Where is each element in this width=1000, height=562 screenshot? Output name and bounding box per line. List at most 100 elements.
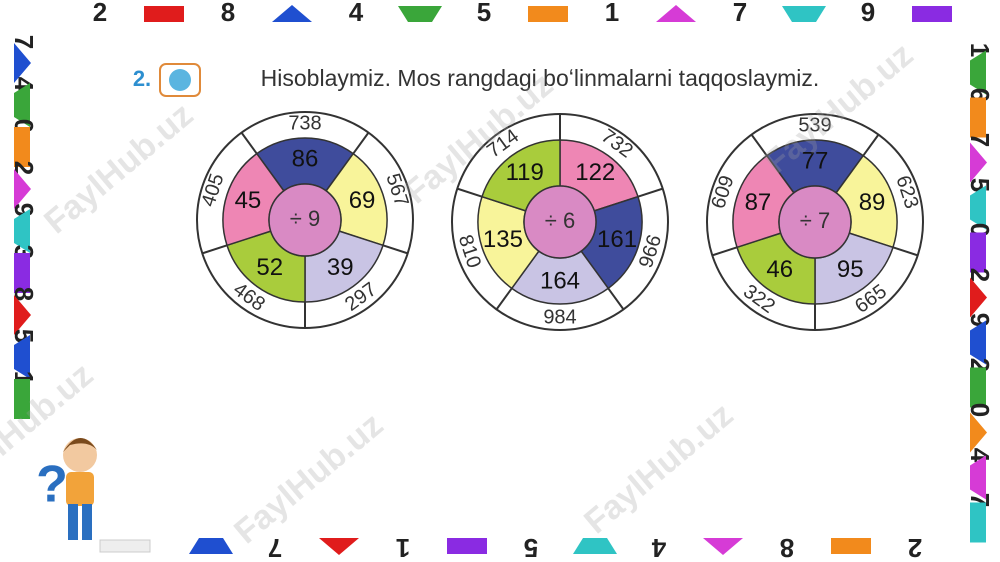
border-digit: 0 — [965, 403, 995, 417]
wheel-divider — [711, 246, 738, 257]
inner-number: 46 — [766, 256, 793, 283]
border-shape — [970, 320, 986, 365]
wheel-center — [778, 185, 852, 259]
border-shape — [970, 185, 986, 230]
border-shape — [14, 379, 30, 419]
divisor: ÷ 6 — [545, 208, 575, 233]
inner-number: 69 — [349, 187, 376, 214]
border-shape — [782, 6, 826, 22]
border-digit: 5 — [524, 533, 538, 562]
border-digit: 9 — [861, 0, 875, 27]
border-digit: 7 — [733, 0, 747, 27]
border-digit: 8 — [9, 287, 39, 301]
border-shape — [912, 6, 952, 22]
brain-icon — [159, 63, 201, 97]
inner-number: 52 — [256, 254, 283, 281]
border-shape — [14, 335, 30, 379]
border-shape — [970, 367, 986, 408]
divisor: ÷ 9 — [290, 206, 320, 231]
border-shape — [447, 538, 487, 554]
border-shape — [189, 538, 233, 554]
border-digit: 8 — [221, 0, 235, 27]
border-shape — [14, 83, 30, 127]
border-shape — [319, 538, 359, 555]
wheel-divider — [607, 287, 625, 310]
wheel-divider — [382, 244, 409, 255]
outer-number: 984 — [543, 306, 576, 328]
border-shape — [528, 6, 568, 22]
inner-number: 135 — [483, 226, 523, 253]
inner-number: 87 — [745, 189, 772, 216]
border-digit: 5 — [9, 329, 39, 343]
border-shape — [970, 142, 987, 183]
border-digit: 9 — [9, 203, 39, 217]
inner-number: 122 — [575, 159, 615, 186]
wheel-divider — [750, 134, 768, 157]
border-digit: 2 — [93, 0, 107, 27]
border-shape — [970, 277, 987, 318]
wheel-divider — [862, 134, 880, 157]
outer-number: 539 — [798, 114, 831, 136]
task-title: Hisoblaymiz. Mos rangdagi boʻlinmalarni … — [261, 65, 820, 91]
border-digit: 5 — [477, 0, 491, 27]
wheel-divider — [495, 287, 513, 310]
wheel-divider — [892, 246, 919, 257]
wheel-center — [523, 185, 597, 259]
outer-number: 738 — [288, 112, 321, 134]
border-digit: 2 — [9, 161, 39, 175]
border-shape — [970, 412, 987, 453]
inner-number: 164 — [540, 267, 580, 294]
border-digit: 5 — [965, 178, 995, 192]
border-shape — [970, 50, 986, 95]
border-shape — [14, 127, 30, 167]
inner-number: 161 — [597, 226, 637, 253]
inner-number: 77 — [802, 147, 829, 174]
border-shape — [272, 5, 312, 22]
border-digit: 7 — [9, 35, 39, 49]
inner-number: 119 — [506, 159, 544, 186]
inner-number: 45 — [235, 187, 262, 214]
border-shape — [14, 209, 30, 253]
inner-number: 86 — [292, 145, 319, 172]
border-digit: 7 — [268, 533, 282, 562]
border-shape — [398, 6, 442, 22]
border-shape — [573, 538, 617, 554]
wheel-divider — [240, 132, 258, 155]
border-digit: 2 — [965, 268, 995, 282]
border-shape — [970, 232, 986, 273]
border-digit: 2 — [908, 533, 922, 562]
wheel-divider — [637, 187, 664, 198]
border-shape — [14, 295, 31, 335]
border-digit: 4 — [349, 0, 364, 27]
wheel-divider — [201, 244, 228, 255]
wheel-divider — [352, 132, 370, 155]
border-shape — [970, 97, 986, 138]
border-shape — [14, 169, 31, 209]
wheel-center — [268, 183, 342, 257]
border-digit: 1 — [605, 0, 619, 27]
border-shape — [970, 502, 986, 543]
inner-number: 89 — [859, 189, 886, 216]
task-number: 2. — [133, 66, 151, 91]
border-shape — [831, 538, 871, 554]
border-digit: 4 — [651, 533, 666, 562]
border-shape — [703, 538, 743, 555]
border-digit: 1 — [965, 43, 995, 57]
border-shape — [656, 5, 696, 22]
border-digit: 4 — [965, 448, 995, 463]
wheel-divider — [456, 187, 483, 198]
border-digit: 4 — [9, 77, 39, 92]
border-digit: 9 — [965, 313, 995, 327]
svg-text:?: ? — [36, 456, 68, 514]
boy-illustration: ? — [36, 437, 151, 553]
border-shape — [144, 6, 184, 22]
border-digit: 7 — [965, 133, 995, 147]
border-digit: 1 — [396, 533, 410, 562]
border-shape — [14, 253, 30, 293]
border-shape — [14, 43, 31, 83]
border-digit: 8 — [780, 533, 794, 562]
border-shape — [970, 455, 986, 500]
